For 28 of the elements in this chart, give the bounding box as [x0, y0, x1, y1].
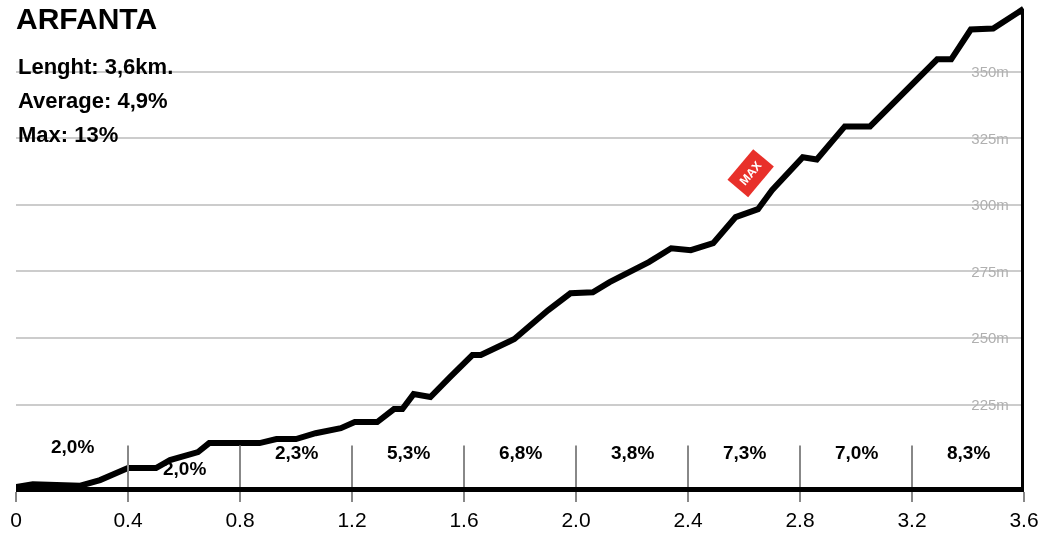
y-tick-label: 275m: [971, 262, 1009, 280]
annotation: 3,8%: [611, 442, 655, 463]
chart-title: ARFANTA: [16, 2, 158, 35]
annotation: 8,3%: [947, 442, 991, 463]
annotation: 7,3%: [723, 442, 767, 463]
y-tick-label: 250m: [971, 329, 1009, 347]
x-tick-label: 3.2: [897, 508, 927, 532]
annotation: 7,0%: [835, 442, 879, 463]
x-tick-label: 1.6: [449, 508, 479, 532]
x-tick-label: 0: [10, 508, 22, 532]
x-tick-label: 2.4: [673, 508, 703, 532]
annotation: Max: 13%: [18, 122, 119, 147]
x-tick-label: 2.8: [785, 508, 815, 532]
x-tick-label: 0.4: [113, 508, 143, 532]
annotation: Average: 4,9%: [18, 88, 168, 113]
y-tick-label: 325m: [971, 129, 1009, 147]
y-tick-label: 350m: [971, 63, 1009, 81]
y-tick-label: 225m: [971, 395, 1009, 413]
x-tick-label: 1.2: [337, 508, 367, 532]
x-tick-label: 3.6: [1009, 508, 1039, 532]
annotation: 6,8%: [499, 442, 543, 463]
annotation: 2,0%: [51, 436, 95, 457]
annotation: Lenght: 3,6km.: [18, 54, 174, 79]
x-tick-label: 0.8: [225, 508, 255, 532]
annotation: 5,3%: [387, 442, 431, 463]
x-tick-label: 2.0: [561, 508, 591, 532]
annotation: 2,3%: [275, 442, 319, 463]
y-tick-label: 300m: [971, 196, 1009, 214]
